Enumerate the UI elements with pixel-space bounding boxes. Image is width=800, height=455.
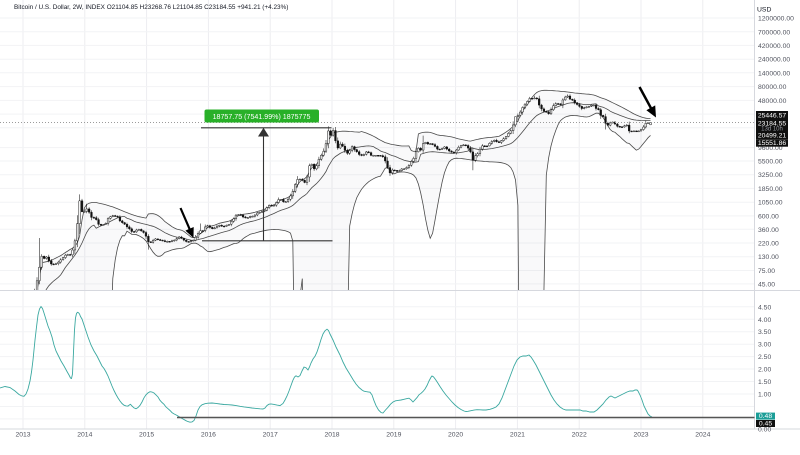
svg-text:3250.00: 3250.00 xyxy=(758,172,783,179)
svg-text:220.00: 220.00 xyxy=(758,241,779,248)
svg-text:80000.00: 80000.00 xyxy=(758,84,787,91)
svg-text:Bitcoin / U.S. Dollar, 2W, IND: Bitcoin / U.S. Dollar, 2W, INDEX O21104.… xyxy=(14,4,288,11)
svg-text:48000.00: 48000.00 xyxy=(758,98,787,105)
svg-text:2.50: 2.50 xyxy=(758,354,771,361)
svg-text:1.00: 1.00 xyxy=(758,392,771,399)
svg-text:0.48: 0.48 xyxy=(759,413,772,420)
svg-text:4.50: 4.50 xyxy=(758,304,771,311)
svg-text:2016: 2016 xyxy=(201,432,216,439)
svg-text:5500.00: 5500.00 xyxy=(758,159,783,166)
svg-text:4.00: 4.00 xyxy=(758,317,771,324)
svg-text:420000.00: 420000.00 xyxy=(758,43,790,50)
svg-text:23184.55: 23184.55 xyxy=(758,120,787,127)
svg-text:9600.00: 9600.00 xyxy=(758,145,783,152)
svg-text:0.45: 0.45 xyxy=(759,421,772,428)
svg-text:25446.57: 25446.57 xyxy=(758,112,787,119)
svg-text:240000.00: 240000.00 xyxy=(758,57,790,64)
svg-text:2015: 2015 xyxy=(139,432,154,439)
svg-text:2020: 2020 xyxy=(448,432,463,439)
svg-text:13d 10h: 13d 10h xyxy=(761,127,783,133)
svg-text:1850.00: 1850.00 xyxy=(758,186,783,193)
svg-text:3.00: 3.00 xyxy=(758,342,771,349)
svg-text:2014: 2014 xyxy=(77,432,92,439)
svg-text:75.00: 75.00 xyxy=(758,268,775,275)
svg-text:1200000.00: 1200000.00 xyxy=(758,16,794,23)
svg-text:2022: 2022 xyxy=(572,432,587,439)
svg-text:20499.21: 20499.21 xyxy=(758,133,787,140)
svg-text:0.00: 0.00 xyxy=(758,426,771,433)
svg-text:USD: USD xyxy=(757,7,771,14)
svg-text:1.50: 1.50 xyxy=(758,379,771,386)
svg-text:130.00: 130.00 xyxy=(758,254,779,261)
svg-text:2013: 2013 xyxy=(15,432,30,439)
svg-text:600.00: 600.00 xyxy=(758,213,779,220)
svg-text:2021: 2021 xyxy=(510,432,525,439)
svg-text:18757.75 (7541.99%) 1875775: 18757.75 (7541.99%) 1875775 xyxy=(213,113,311,121)
svg-text:2019: 2019 xyxy=(386,432,401,439)
svg-text:2023: 2023 xyxy=(633,432,648,439)
svg-text:2024: 2024 xyxy=(695,432,710,439)
svg-text:360.00: 360.00 xyxy=(758,227,779,234)
svg-text:1050.00: 1050.00 xyxy=(758,200,783,207)
svg-text:140000.00: 140000.00 xyxy=(758,70,790,77)
svg-text:2018: 2018 xyxy=(324,432,339,439)
svg-text:3.50: 3.50 xyxy=(758,329,771,336)
svg-text:2.00: 2.00 xyxy=(758,367,771,374)
svg-text:15551.86: 15551.86 xyxy=(758,140,787,147)
svg-text:700000.00: 700000.00 xyxy=(758,29,790,36)
svg-text:2017: 2017 xyxy=(263,432,278,439)
svg-text:45.00: 45.00 xyxy=(758,281,775,288)
